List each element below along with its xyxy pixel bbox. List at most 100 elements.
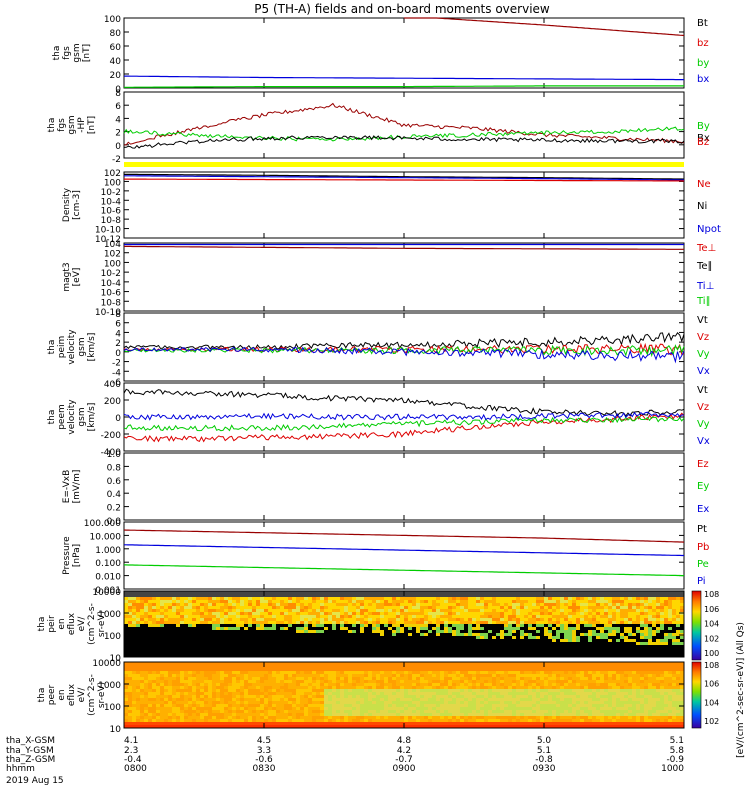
y-tick-label: 10000 [92,659,121,669]
footer-value: 0800 [124,764,147,774]
colorbar-tick: 100 [704,649,719,658]
colorbar-label: [eV/(cm^2-sec-sr-eV)] (All Qs) [736,622,746,758]
legend-Ne: Ne [697,179,711,190]
panel-frame [123,312,685,382]
series-Pb-line [123,529,685,543]
y-tick-label: 0 [115,414,121,424]
y-tick-label: 0.010 [95,573,121,583]
series-Ne-line [124,178,685,182]
legend-Vy: Vy [697,349,710,360]
legend-Vz: Vz [697,402,709,413]
legend-Ti∥: Ti∥ [696,296,711,307]
svg-text:peir: peir [47,615,57,633]
y-axis-label: E=-VxB [mV/m] [62,470,82,504]
series-Pe-line [124,564,684,577]
y-tick-label: 6 [115,320,121,330]
y-tick-label: 1.0 [107,450,122,460]
svg-text:[km/s]: [km/s] [87,403,97,432]
svg-text:eflux: eflux [67,612,77,635]
series-Vx-line [123,346,685,364]
svg-text:sr-eV): sr-eV) [97,611,107,637]
panel-pressure: 100.000 10.000 1.000 0.100 0.010 0.001 Pressur… [62,519,709,596]
colorbar-peer [691,661,702,729]
y-tick-label: 10-4 [101,197,122,207]
svg-text:gsm: gsm [77,407,87,426]
svg-text:peim: peim [57,336,67,359]
legend-By: By [697,121,710,132]
y-tick-label: 40 [110,57,122,67]
y-tick-label: 0.8 [107,463,122,473]
panel-frame [123,91,685,159]
svg-text:[mV/m]: [mV/m] [72,470,82,504]
legend-bx: bx [697,74,709,85]
footer-value: 3.3 [257,746,271,756]
page-title: P5 (TH-A) fields and on-board moments ov… [254,2,550,16]
series-Te-line [124,245,684,250]
footer-value: 4.2 [397,746,411,756]
panel-peem_velocity: 400 200 0 -200 -400 tha peem velocity gsm [km/s] V… [47,380,710,458]
legend-Ti⊥: Ti⊥ [696,281,714,292]
legend-Vz: Vz [697,332,709,343]
y-tick-label: 10-2 [101,269,121,279]
y-tick-label: 80 [110,29,122,39]
y-axis-label: Pressure [nPa] [62,536,82,575]
y-tick-label: 10-8 [101,298,122,308]
y-tick-label: 100.000 [84,519,121,529]
y-tick-label: 100 [104,178,121,188]
legend-Te∥: Te∥ [696,261,713,272]
legend-Vx: Vx [697,436,710,447]
y-axis-label: tha peem velocity gsm [km/s] [47,399,97,435]
footer-value: 1000 [661,764,684,774]
legend-Vx: Vx [697,366,710,377]
y-tick-label: 1000 [98,610,121,620]
svg-text:tha: tha [52,46,62,61]
svg-text:en: en [57,618,67,629]
svg-text:fgs: fgs [57,118,67,132]
legend-Bt: Bt [697,18,708,29]
footer-value: 5.1 [537,746,551,756]
y-tick-label: 100 [104,632,121,642]
y-tick-label: 400 [104,380,121,390]
y-tick-label: 4 [115,115,121,125]
y-tick-label: 10000 [92,588,121,598]
series-By-line [123,126,685,142]
legend-Ez: Ez [697,459,709,470]
y-tick-label: 0.0 [107,517,122,527]
panel-frame [123,171,685,239]
legend-by: by [697,58,709,69]
y-tick-label: -4 [112,368,121,378]
y-tick-label: -2 [112,359,121,369]
legend-Vt: Vt [697,385,708,396]
panel-frame [123,452,685,521]
footer-value: 4.1 [124,736,138,746]
y-axis-label: magt3 [eV] [62,262,82,291]
series-Vx-line [123,411,685,421]
svg-text:[nT]: [nT] [82,44,92,62]
y-tick-label: 10.000 [90,532,122,542]
y-tick-label: 0.001 [95,586,121,596]
colorbar-tick: 108 [704,590,719,599]
svg-text:velocity: velocity [67,329,77,365]
y-tick-label: 0.6 [107,477,122,487]
series-Bx-line [123,135,685,149]
colorbar-tick: 104 [704,620,719,629]
footer-row-label: tha_Y-GSM [6,746,54,756]
y-tick-label: 2 [115,339,121,349]
footer-value: 5.8 [670,746,685,756]
panel-efield: 1.0 0.8 0.6 0.4 0.2 0.0 E=-VxB [mV/m] Ez Ey Ex [62,450,709,527]
y-tick-label: 4 [115,329,121,339]
footer-row-label: hhmm [6,764,35,774]
y-tick-label: 0 [115,142,121,152]
svg-text:[cm-3]: [cm-3] [72,190,82,220]
colorbar-peir [691,590,702,661]
y-axis-label: tha fgs gsm [nT] [52,43,92,62]
legend-Bx: Bx [697,133,710,144]
svg-text:[nT]: [nT] [87,116,97,134]
footer-value: 2.3 [124,746,138,756]
y-tick-label: 0 [115,85,121,95]
